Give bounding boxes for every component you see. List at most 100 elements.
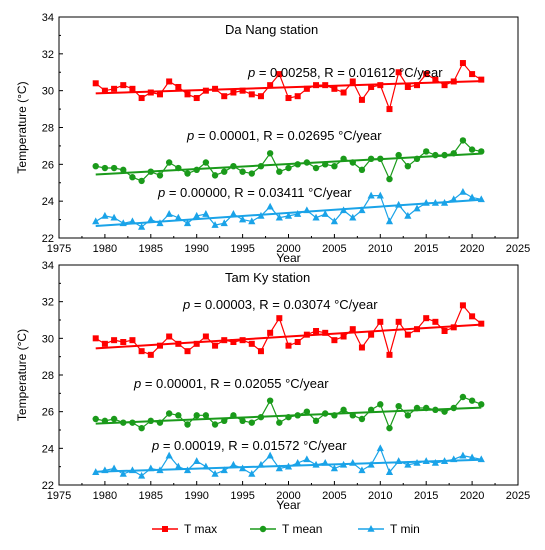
data-point (193, 166, 200, 174)
data-point (175, 164, 182, 172)
data-point (120, 339, 127, 345)
data-point (459, 393, 467, 401)
data-point (441, 408, 448, 415)
data-point (156, 172, 164, 179)
data-point (404, 460, 412, 468)
legend-marker (367, 525, 375, 532)
data-point (147, 89, 154, 96)
trend-stat-label: p = 0.00001, R = 0.02055 °C/year (133, 376, 329, 391)
legend-item: T mean (250, 522, 322, 536)
data-point (193, 457, 201, 464)
series-t-min (92, 187, 485, 230)
x-tick-label: 2025 (506, 490, 530, 502)
data-point (413, 459, 421, 466)
x-tick-label: 2015 (414, 243, 438, 255)
data-point (165, 451, 173, 459)
x-tick-label: 1980 (93, 243, 117, 255)
data-point (230, 89, 237, 96)
data-point (285, 95, 292, 102)
x-tick-label: 2010 (368, 490, 392, 502)
data-point (211, 421, 219, 428)
series-t-mean (92, 393, 485, 432)
data-point (303, 408, 311, 415)
data-point (313, 82, 320, 89)
data-point (101, 340, 108, 347)
data-point (166, 333, 173, 340)
data-point (340, 89, 347, 96)
data-point (469, 71, 476, 78)
data-point (404, 162, 412, 170)
data-point (92, 468, 100, 475)
data-point (92, 335, 99, 342)
legend-label: T min (390, 522, 420, 536)
data-point (101, 211, 109, 219)
data-point (377, 401, 384, 408)
data-point (322, 161, 329, 168)
data-point (193, 211, 201, 219)
x-axis-title: Year (276, 498, 300, 512)
data-point (367, 155, 375, 163)
data-point (395, 151, 402, 159)
x-axis-title: Year (276, 251, 300, 265)
data-point (385, 468, 394, 475)
chart-panel-2: 1975 1980 1985 1990 1995 2000 2005 2010 2015 2020… (15, 260, 530, 512)
y-axis-title: Temperature (°C) (15, 329, 29, 421)
data-point (266, 150, 274, 157)
data-point (111, 337, 118, 344)
data-point (478, 76, 485, 83)
data-point (147, 168, 154, 175)
data-point (322, 329, 329, 336)
data-point (221, 168, 228, 175)
data-point (331, 85, 338, 92)
series-t-min (92, 444, 485, 479)
data-point (459, 451, 467, 459)
data-point (110, 213, 118, 221)
data-point (294, 339, 301, 345)
data-point (211, 470, 219, 477)
x-tick-label: 1985 (139, 243, 163, 255)
data-point (349, 78, 356, 85)
y-tick-label: 26 (42, 159, 54, 171)
y-axis-title: Temperature (°C) (15, 81, 29, 173)
trend-stat-label: p = 0.00001, R = 0.02695 °C/year (186, 128, 382, 143)
data-point (285, 413, 292, 421)
data-point (110, 415, 118, 423)
data-point (477, 455, 485, 463)
data-point (257, 460, 265, 468)
data-point (386, 424, 393, 432)
data-point (284, 462, 293, 470)
data-point (147, 464, 155, 472)
data-point (321, 459, 329, 466)
legend: T max T mean T min (152, 522, 420, 536)
data-point (395, 318, 402, 325)
chart-panel-1: 1975 1980 1985 1990 1995 2000 2005 2010 2015 2020… (15, 12, 530, 265)
data-point (275, 213, 283, 221)
data-point (111, 85, 118, 92)
data-point (248, 470, 256, 477)
data-point (312, 460, 320, 468)
y-tick-label: 26 (42, 407, 54, 419)
data-point (459, 137, 467, 144)
data-point (174, 213, 182, 221)
x-tick-label: 1975 (47, 490, 71, 502)
series-line (95, 396, 482, 430)
data-point (230, 339, 237, 345)
data-point (422, 457, 430, 464)
data-point (156, 466, 164, 474)
x-tick-label: 2005 (322, 490, 346, 502)
data-point (339, 206, 348, 214)
data-point (349, 412, 356, 419)
data-point (129, 85, 136, 92)
data-point (423, 148, 430, 155)
data-point (294, 93, 301, 100)
data-point (368, 331, 375, 338)
data-point (138, 424, 145, 432)
trend-stat-label: p = 0.00000, R = 0.03411 °C/year (157, 185, 352, 200)
data-point (303, 455, 311, 463)
data-point (175, 412, 182, 419)
station-title: Da Nang station (225, 22, 318, 37)
data-point (92, 162, 99, 170)
x-tick-label: 2005 (322, 243, 346, 255)
data-point (202, 87, 209, 94)
